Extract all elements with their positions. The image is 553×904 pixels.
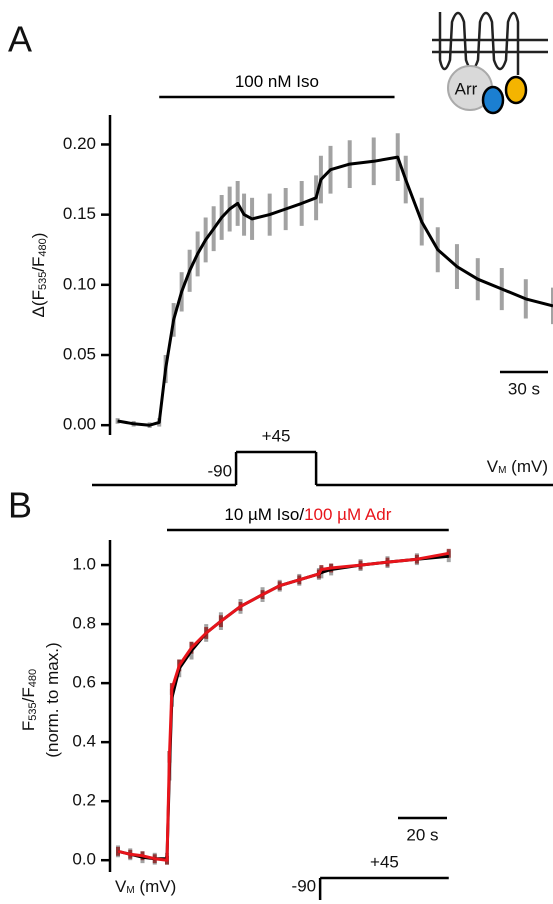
panel-label: B (8, 485, 32, 526)
y-axis-label: (norm. to max.) (43, 642, 62, 757)
y-axis-label: Δ(F535/F480) (29, 233, 48, 318)
text-part: 480 (27, 669, 39, 687)
text-part: V (115, 877, 127, 896)
y-tick-label: 0.15 (63, 204, 96, 223)
text-part: /F (19, 687, 38, 702)
y-tick-label: 0.2 (72, 791, 96, 810)
vm-label: VM (mV) (115, 877, 176, 896)
y-tick-label: 0.05 (63, 344, 96, 363)
text-part: Δ(F (29, 290, 48, 317)
text-part: ) (29, 233, 48, 239)
y-tick-label: 0.4 (72, 732, 96, 751)
y-tick-label: 0.0 (72, 850, 96, 869)
text-part: 480 (37, 238, 49, 256)
icon-label: Arr (455, 79, 478, 98)
receptor-icon (432, 11, 548, 115)
vm-label: VM (mV) (487, 457, 548, 476)
y-axis-label: F535/F480 (19, 669, 38, 731)
y-tick-label: 0.8 (72, 614, 96, 633)
text-part: 535 (37, 272, 49, 290)
y-tick-label: 1.0 (72, 555, 96, 574)
panel-label: A (8, 19, 32, 60)
protocol-label: -90 (207, 461, 232, 480)
protocol-label: +45 (370, 852, 399, 871)
text-part: (mV) (506, 457, 548, 476)
y-tick-label: 0.00 (63, 415, 96, 434)
text-part: M (126, 885, 134, 896)
text-part: /F (29, 257, 48, 272)
y-tick-label: 0.20 (63, 134, 96, 153)
stimulus-label: 10 µM Iso/100 µM Adr (224, 505, 391, 524)
text-part: V (487, 457, 499, 476)
stimulus-label: 100 nM Iso (235, 72, 319, 91)
scale-bar-label: 30 s (508, 379, 540, 398)
text-part: 100 nM Iso (235, 72, 319, 91)
text-part: 10 µM Iso/ (224, 505, 304, 524)
text-part: 100 µM Adr (304, 505, 392, 524)
protocol-label: +45 (262, 426, 291, 445)
trace (117, 551, 450, 862)
text-part: (norm. to max.) (43, 642, 62, 757)
text-part: M (498, 465, 506, 476)
y-tick-label: 0.6 (72, 673, 96, 692)
y-tick-label: 0.10 (63, 274, 96, 293)
text-part: 535 (27, 702, 39, 720)
scale-bar-label: 20 s (406, 825, 438, 844)
text-part: (mV) (135, 877, 177, 896)
protocol-label: -90 (292, 876, 317, 895)
text-part: F (19, 721, 38, 731)
trace (117, 155, 553, 427)
